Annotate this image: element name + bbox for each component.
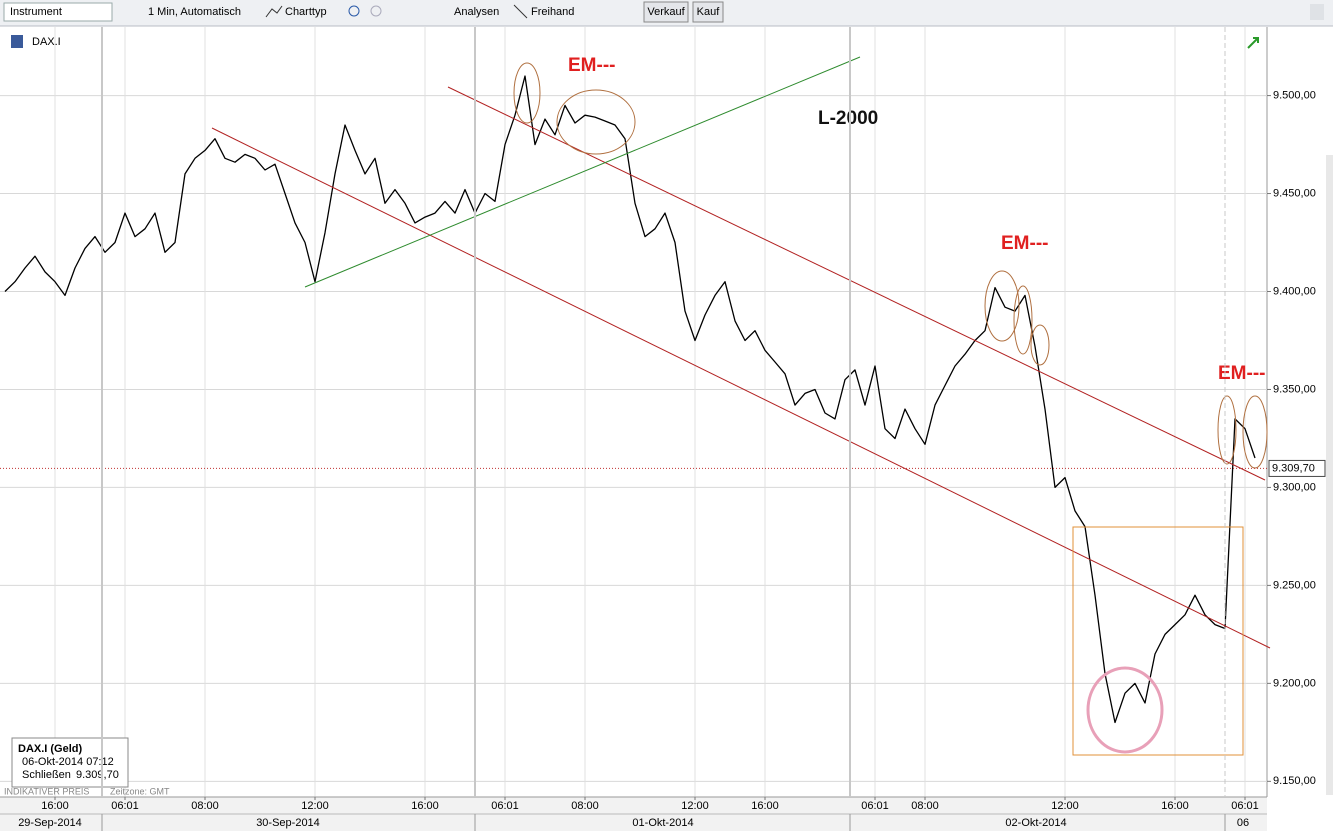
date-label: 30-Sep-2014: [256, 817, 320, 829]
instrument-placeholder: Instrument: [10, 6, 62, 18]
sell-button[interactable]: [643, 1, 689, 23]
x-tick-label: 08:00: [911, 800, 939, 812]
scrollbar[interactable]: [1326, 155, 1333, 795]
scroll-button[interactable]: [1310, 4, 1324, 20]
x-tick-label: 06:01: [491, 800, 519, 812]
interval-select[interactable]: 1 Min, Automatisch: [148, 6, 241, 18]
highlight-box: [1072, 526, 1244, 756]
charttype-icon: [265, 5, 283, 18]
x-tick-label: 08:00: [191, 800, 219, 812]
x-tick-label: 16:00: [751, 800, 779, 812]
trend-line: [304, 56, 861, 288]
timezone-note: Zeitzone: GMT: [110, 786, 170, 796]
buy-button[interactable]: [692, 1, 724, 23]
annotation: EM---: [568, 55, 615, 76]
highlight-ellipse: [513, 62, 541, 124]
price-line: [4, 75, 1256, 724]
y-tick-label: 9.150,00: [1273, 775, 1316, 787]
y-tick-label: 9.500,00: [1273, 89, 1316, 101]
annotation: EM---: [1001, 233, 1048, 254]
instrument-input[interactable]: [3, 2, 113, 22]
highlight-ellipse: [556, 89, 636, 155]
highlight-ellipse: [1217, 395, 1237, 465]
x-tick-label: 16:00: [41, 800, 69, 812]
y-tick-label: 9.350,00: [1273, 383, 1316, 395]
info-title: DAX.I (Geld): [18, 743, 83, 755]
y-tick-label: 9.250,00: [1273, 579, 1316, 591]
highlight-ellipse: [1086, 666, 1164, 754]
charttype-menu[interactable]: Charttyp: [285, 6, 327, 18]
y-tick-label: 9.450,00: [1273, 187, 1316, 199]
info-close-value: 9.309,70: [76, 769, 119, 781]
sell-label: Verkauf: [647, 6, 685, 18]
info-close-label: Schließen: [22, 769, 71, 781]
y-tick-label: 9.300,00: [1273, 481, 1316, 493]
x-tick-label: 16:00: [411, 800, 439, 812]
annotation: L-2000: [818, 108, 878, 129]
x-tick-label: 12:00: [301, 800, 329, 812]
current-price-label: 9.309,70: [1272, 462, 1315, 474]
zoom-in[interactable]: [348, 5, 360, 17]
analyses-menu[interactable]: Analysen: [454, 6, 499, 18]
date-label: 29-Sep-2014: [18, 817, 82, 829]
x-tick-label: 08:00: [571, 800, 599, 812]
current-price-box: [1268, 459, 1326, 477]
highlight-ellipse: [1013, 285, 1033, 355]
x-tick-label: 16:00: [1161, 800, 1189, 812]
buy-label: Kauf: [697, 6, 721, 18]
plot-area: [0, 27, 1267, 797]
instrument-icon: [11, 35, 23, 48]
info-box: [11, 737, 129, 788]
x-tick-label: 06:01: [111, 800, 139, 812]
x-tick-label: 12:00: [1051, 800, 1079, 812]
highlight-ellipse: [1030, 324, 1050, 366]
date-label: 01-Okt-2014: [632, 817, 693, 829]
freehand-icon: [513, 4, 528, 19]
x-tick-label: 06:01: [1231, 800, 1259, 812]
date-label: 06: [1237, 817, 1249, 829]
price-note: INDIKATIVER PREIS: [4, 786, 89, 796]
annotation: EM---: [1218, 363, 1265, 384]
y-tick-label: 9.400,00: [1273, 285, 1316, 297]
freehand-menu[interactable]: Freihand: [531, 6, 574, 18]
trend-line: [211, 127, 1271, 649]
zoom-out[interactable]: [370, 5, 382, 17]
y-tick-label: 9.200,00: [1273, 677, 1316, 689]
highlight-ellipse: [984, 270, 1020, 342]
info-time: 06-Okt-2014 07:12: [22, 756, 114, 768]
date-label: 02-Okt-2014: [1005, 817, 1066, 829]
instrument-label[interactable]: DAX.I: [32, 36, 61, 48]
status-icon: [1247, 37, 1259, 49]
date-row: 29-Sep-2014 30-Sep-2014 01-Okt-2014 02-O…: [18, 814, 1249, 831]
x-tick-label: 12:00: [681, 800, 709, 812]
x-tick-label: 06:01: [861, 800, 889, 812]
